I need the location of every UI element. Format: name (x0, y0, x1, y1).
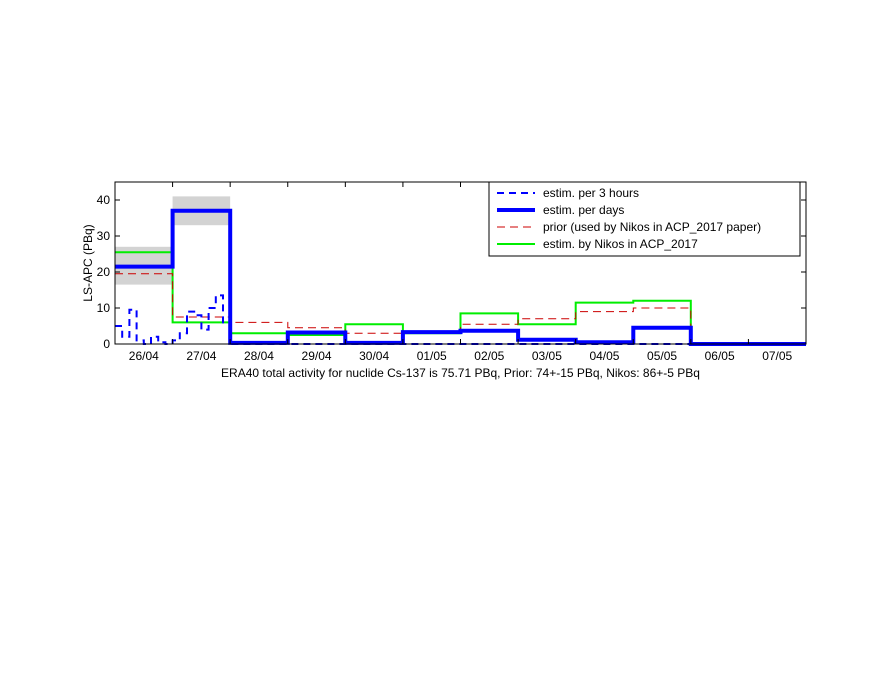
legend-label-2: prior (used by Nikos in ACP_2017 paper) (543, 220, 761, 234)
x-tick-label-2: 28/04 (244, 349, 274, 363)
y-axis: 0 10 20 30 40 (97, 193, 806, 351)
legend: estim. per 3 hours estim. per days prior (… (488, 181, 801, 257)
y-axis-label: LS-APC (PBq) (81, 224, 95, 301)
legend-label-0: estim. per 3 hours (543, 186, 639, 200)
x-tick-label-8: 04/05 (589, 349, 619, 363)
x-tick-label-3: 29/04 (302, 349, 332, 363)
x-tick-label-7: 03/05 (532, 349, 562, 363)
series-line-1 (115, 208, 806, 346)
x-tick-label-5: 01/05 (417, 349, 447, 363)
x-tick-label-11: 07/05 (762, 349, 792, 363)
x-tick-label-9: 05/05 (647, 349, 677, 363)
y-tick-label-1: 10 (97, 301, 111, 315)
series-line-0 (115, 294, 806, 345)
legend-label-3: estim. by Nikos in ACP_2017 (543, 237, 698, 251)
x-axis-label: ERA40 total activity for nuclide Cs-137 … (221, 366, 700, 380)
legend-box (488, 181, 801, 257)
legend-label-1: estim. per days (543, 203, 624, 217)
x-tick-label-0: 26/04 (129, 349, 159, 363)
x-tick-label-4: 30/04 (359, 349, 389, 363)
x-tick-label-10: 06/05 (705, 349, 735, 363)
series-lines (115, 208, 806, 346)
y-tick-label-4: 40 (97, 193, 111, 207)
x-axis: 26/04 27/04 28/04 29/04 30/04 01/05 02/05 03/05… (129, 182, 793, 363)
y-tick-label-0: 0 (103, 337, 110, 351)
x-tick-label-1: 27/04 (186, 349, 216, 363)
y-tick-label-3: 30 (97, 229, 111, 243)
x-tick-label-6: 02/05 (474, 349, 504, 363)
y-tick-label-2: 20 (97, 265, 111, 279)
